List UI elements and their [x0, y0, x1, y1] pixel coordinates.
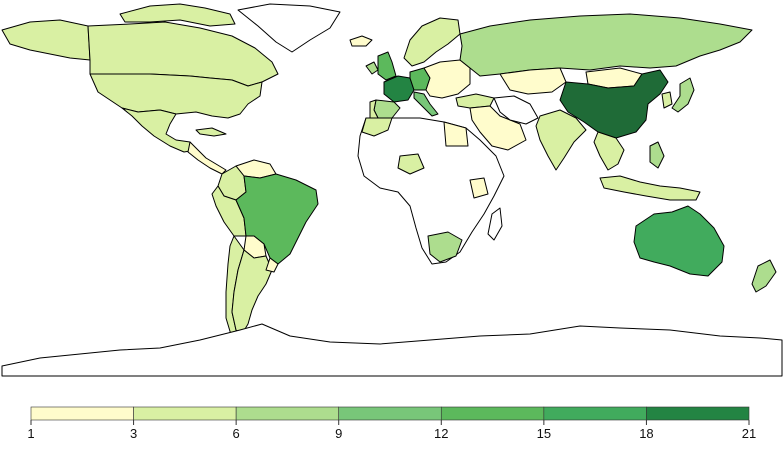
region-peru — [211, 185, 247, 237]
world-choropleth-map — [1, 3, 783, 377]
region-eastern-europe — [423, 59, 471, 99]
region-indonesia — [599, 175, 701, 201]
region-greenland — [237, 3, 341, 53]
region-morocco — [361, 117, 393, 137]
region-uruguay — [265, 257, 279, 273]
legend-swatch — [338, 406, 442, 421]
region-russia — [459, 13, 753, 77]
region-india — [535, 109, 587, 171]
legend-swatch — [646, 406, 750, 421]
region-ireland — [365, 61, 379, 75]
legend-tick-label: 18 — [639, 426, 653, 441]
region-spain — [373, 99, 401, 119]
legend-swatch — [133, 406, 237, 421]
legend-tick-label: 3 — [130, 426, 137, 441]
region-united-kingdom — [377, 51, 397, 81]
region-kenya — [469, 177, 489, 199]
region-madagascar — [487, 207, 503, 241]
region-kazakhstan — [499, 67, 567, 95]
region-korea — [661, 91, 673, 109]
legend-tick-label: 21 — [742, 426, 756, 441]
legend-tick-label: 9 — [335, 426, 342, 441]
region-south-africa — [427, 231, 463, 263]
legend-swatch — [440, 406, 545, 421]
region-middle-east — [469, 105, 527, 151]
region-alaska — [1, 19, 91, 61]
legend-swatch — [235, 406, 340, 421]
legend-swatch — [543, 406, 647, 421]
region-japan — [671, 77, 695, 113]
legend-swatch — [30, 406, 134, 421]
region-iceland — [349, 35, 373, 47]
color-legend: 1 3 6 9 12 15 18 21 — [27, 406, 756, 441]
region-new-zealand — [751, 259, 777, 293]
region-central-america — [187, 141, 227, 175]
region-nigeria — [397, 153, 425, 175]
legend-tick-label: 6 — [233, 426, 240, 441]
region-australia — [633, 205, 725, 277]
legend-tick-label: 1 — [27, 426, 34, 441]
region-mexico — [121, 107, 197, 153]
region-iran — [493, 95, 539, 125]
legend-tick-label: 15 — [537, 426, 551, 441]
region-china — [559, 69, 669, 139]
region-canadian-arctic-islands — [119, 3, 236, 27]
region-france — [383, 75, 415, 103]
region-scandinavia — [403, 17, 461, 67]
region-argentina — [231, 249, 273, 335]
region-southeast-asia — [593, 131, 625, 171]
region-portugal — [369, 99, 379, 119]
region-egypt — [443, 121, 469, 147]
region-antarctica — [1, 323, 783, 377]
legend-tick-label: 12 — [434, 426, 448, 441]
region-philippines — [649, 141, 665, 169]
region-cuba — [195, 127, 227, 137]
region-brazil — [235, 173, 319, 265]
region-italy — [413, 91, 439, 117]
